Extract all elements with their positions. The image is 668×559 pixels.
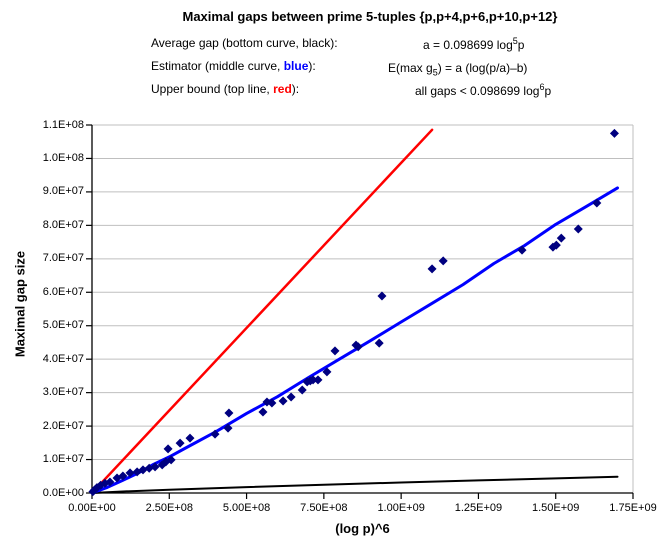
scatter-point-diamond bbox=[138, 465, 148, 475]
y-tick-label: 8.0E+07 bbox=[42, 218, 84, 231]
scatter-point-diamond bbox=[223, 423, 233, 433]
series-upper-bound-line bbox=[90, 128, 434, 495]
scatter-point-diamond bbox=[286, 392, 296, 402]
scatter-point-diamond bbox=[105, 477, 115, 487]
x-tick-label: 7.50E+08 bbox=[300, 502, 348, 514]
series-average-gap-curve bbox=[91, 475, 619, 494]
scatter-point-diamond bbox=[353, 342, 363, 352]
scatter-point-diamond bbox=[175, 438, 185, 448]
scatter-point-diamond bbox=[573, 224, 583, 234]
scatter-point-diamond bbox=[308, 375, 318, 385]
scatter-point-diamond bbox=[278, 396, 288, 406]
scatter-point-diamond bbox=[377, 291, 387, 301]
y-tick-label: 6.0E+07 bbox=[42, 285, 84, 298]
legend-color-word: red bbox=[273, 82, 292, 96]
scatter-point-diamond bbox=[163, 444, 173, 454]
x-tick-label: 1.75E+09 bbox=[609, 502, 657, 514]
scatter-point-diamond bbox=[150, 462, 160, 472]
y-tick-label: 2.0E+07 bbox=[42, 419, 84, 432]
y-tick-label: 3.0E+07 bbox=[42, 386, 84, 399]
y-tick-label: 1.0E+08 bbox=[42, 151, 84, 164]
scatter-point-diamond bbox=[609, 128, 619, 138]
legend-formula: E(max g5) = a (log(p/a)–b) bbox=[388, 61, 528, 78]
scatter-point-diamond bbox=[267, 398, 277, 408]
scatter-point-diamond bbox=[313, 375, 323, 385]
scatter-point-diamond bbox=[118, 471, 128, 481]
legend-row-estimator: Estimator (middle curve, blue): E(max g5… bbox=[0, 59, 668, 78]
legend-row-average: Average gap (bottom curve, black): a = 0… bbox=[0, 36, 668, 52]
legend-formula: all gaps < 0.098699 log6p bbox=[415, 82, 552, 98]
x-tick-label: 5.00E+08 bbox=[222, 502, 271, 514]
scatter-point-diamond bbox=[517, 245, 527, 255]
scatter-point-diamond bbox=[224, 408, 234, 418]
scatter-point-diamond bbox=[185, 433, 195, 443]
y-tick-label: 5.0E+07 bbox=[42, 319, 84, 332]
y-axis-title: Maximal gap size bbox=[12, 250, 28, 358]
scatter-point-diamond bbox=[144, 463, 154, 473]
y-tick-label: 7.0E+07 bbox=[42, 252, 84, 265]
x-tick-label: 1.50E+09 bbox=[532, 502, 580, 514]
legend-formula: a = 0.098699 log5p bbox=[423, 36, 525, 52]
y-tick-label: 4.0E+07 bbox=[42, 352, 84, 365]
scatter-point-diamond bbox=[592, 198, 602, 208]
scatter-point-diamond bbox=[125, 468, 135, 478]
scatter-point-diamond bbox=[210, 429, 220, 439]
y-tick-label: 0.0E+00 bbox=[42, 486, 84, 499]
scatter-point-diamond bbox=[427, 264, 437, 274]
scatter-point-diamond bbox=[556, 233, 566, 243]
scatter-point-diamond bbox=[258, 407, 268, 417]
chart-header: Maximal gaps between prime 5-tuples {p,p… bbox=[0, 0, 668, 100]
legend-row-upper-bound: Upper bound (top line, red): all gaps < … bbox=[0, 82, 668, 98]
y-tick-label: 9.0E+07 bbox=[42, 185, 84, 198]
x-tick-label: 1.25E+09 bbox=[454, 502, 503, 514]
scatter-point-diamond bbox=[374, 338, 384, 348]
legend-label: Estimator (middle curve, blue): bbox=[151, 59, 316, 73]
y-tick-label: 1.1E+08 bbox=[42, 118, 84, 131]
y-tick-label: 1.0E+07 bbox=[42, 453, 84, 466]
x-tick-label: 0.00E+00 bbox=[68, 502, 116, 514]
x-axis-title: (log p)^6 bbox=[335, 521, 390, 536]
scatter-point-diamond bbox=[297, 385, 307, 395]
legend-color-word: blue bbox=[283, 59, 309, 73]
scatter-point-diamond bbox=[551, 240, 561, 250]
legend-label: Upper bound (top line, red): bbox=[151, 82, 300, 96]
scatter-point-diamond bbox=[322, 367, 332, 377]
legend-label: Average gap (bottom curve, black): bbox=[151, 36, 338, 50]
scatter-point-diamond bbox=[438, 256, 448, 266]
x-tick-label: 1.00E+09 bbox=[377, 502, 425, 514]
x-tick-label: 2.50E+08 bbox=[145, 502, 193, 514]
chart-title: Maximal gaps between prime 5-tuples {p,p… bbox=[182, 9, 558, 24]
scatter-point-diamond bbox=[166, 455, 176, 465]
scatter-point-diamond bbox=[330, 346, 340, 356]
